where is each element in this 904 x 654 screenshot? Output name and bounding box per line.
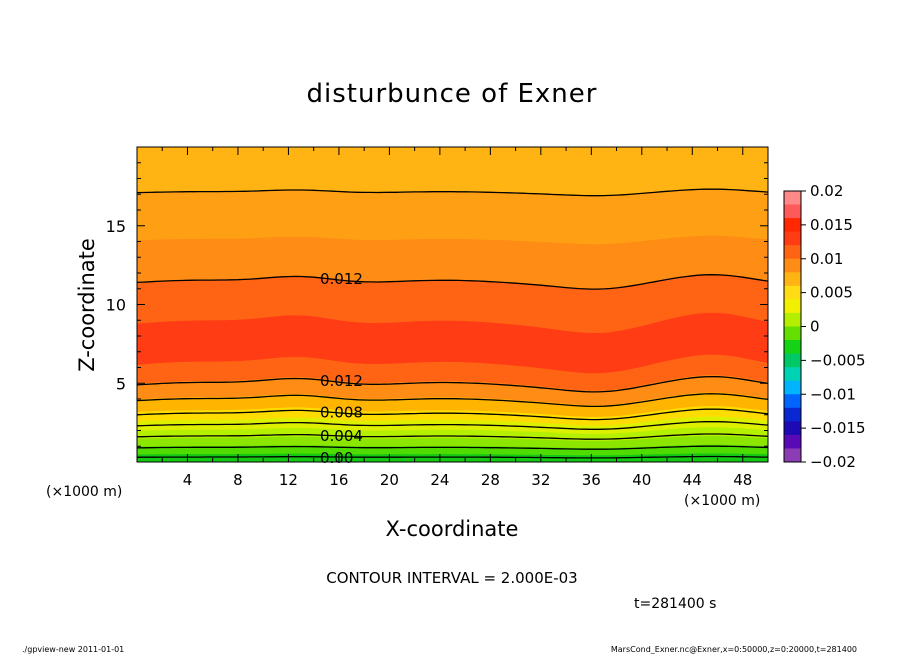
colorbar-swatch-9 [784,312,801,327]
colorbar-tick-label-8: −0.02 [810,453,856,471]
contour-label-4: 0.008 [320,403,363,421]
contour-lines [137,188,768,459]
x-axis-unit-right: (×1000 m) [684,493,760,509]
contour-band-12 [137,188,768,245]
colorbar-tick-label-6: −0.01 [810,385,856,403]
x-tick-label-5: 24 [430,471,449,489]
contour-line-6 [137,375,768,393]
time-label: t=281400 s [634,596,716,612]
x-axis-unit-left: (×1000 m) [46,484,122,500]
contour-label-2: 0.004 [320,427,363,445]
colorbar-swatch-11 [784,340,801,355]
colorbar-swatch-7 [784,285,801,300]
x-tick-label-10: 44 [683,471,702,489]
colorbar-swatch-12 [784,353,801,368]
contour-line-8 [137,188,768,197]
colorbar-swatch-1 [784,204,801,219]
colorbar-swatch-6 [784,272,801,287]
colorbar-swatch-17 [784,421,801,436]
colorbar-swatch-16 [784,407,801,422]
y-axis-label: Z-coordinate [75,238,99,372]
x-tick-label-0: 4 [183,471,193,489]
y-tick-label-2: 15 [106,217,126,236]
colorbar-swatch-3 [784,231,801,246]
colorbar-tick-label-1: 0.015 [810,216,853,234]
footer-left-text: ./gpview-new 2011-01-01 [22,645,124,654]
colorbar-swatch-13 [784,367,801,382]
colorbar-tick-label-3: 0.005 [810,284,853,302]
contour-line-3 [137,420,768,430]
contour-line-1 [137,445,768,450]
x-tick-label-6: 28 [481,471,500,489]
x-tick-label-2: 12 [279,471,298,489]
colorbar-swatch-19 [784,448,801,463]
x-axis-label: X-coordinate [386,517,519,541]
colorbar-tick-label-4: 0 [810,318,820,336]
colorbar-ticks: 0.02 0.015 0.01 0.005 0 −0.005 −0.01 −0.015 −0.0… [801,182,866,471]
colorbar-swatch-5 [784,258,801,273]
colorbar-swatch-2 [784,218,801,233]
colorbar-tick-label-7: −0.015 [810,419,866,437]
colorbar-swatch-8 [784,299,801,314]
x-tick-label-8: 36 [582,471,601,489]
x-tick-label-7: 32 [531,471,550,489]
footer-right-text: MarsCond_Exner.nc@Exner,x=0:50000,z=0:20… [611,645,857,654]
colorbar-swatch-10 [784,326,801,341]
contour-label-7: 0.012 [320,270,363,288]
x-tick-label-4: 20 [380,471,399,489]
colorbar-swatch-18 [784,434,801,449]
contour-label-0: 0.00 [320,449,353,467]
contour-line-2 [137,433,768,440]
y-tick-label-1: 10 [106,296,126,315]
contour-line-7 [137,274,768,290]
x-axis-ticks: 4 8 12 16 20 24 28 32 36 40 44 48 [161,147,752,489]
x-tick-label-9: 40 [632,471,651,489]
contour-label-6: 0.012 [320,372,363,390]
x-tick-label-11: 48 [733,471,752,489]
colorbar-swatch-4 [784,245,801,260]
x-tick-label-1: 8 [233,471,243,489]
contour-line-4 [137,408,768,421]
chart-title: disturbunce of Exner [307,79,598,109]
filled-contours [137,147,768,462]
contour-line-0 [137,455,768,459]
colorbar-swatch-0 [784,191,801,206]
colorbar-swatch-15 [784,394,801,409]
colorbar-tick-label-5: −0.005 [810,351,866,369]
colorbar-tick-label-0: 0.02 [810,182,843,200]
y-axis-ticks: 5 10 15 [106,162,768,447]
colorbar [783,190,802,463]
x-tick-label-3: 16 [329,471,348,489]
contour-band-13 [137,147,768,196]
colorbar-swatch-14 [784,380,801,395]
colorbar-tick-label-2: 0.01 [810,250,843,268]
contour-line-5 [137,393,768,408]
y-tick-label-0: 5 [116,374,126,393]
contour-interval-text: CONTOUR INTERVAL = 2.000E-03 [326,569,577,587]
